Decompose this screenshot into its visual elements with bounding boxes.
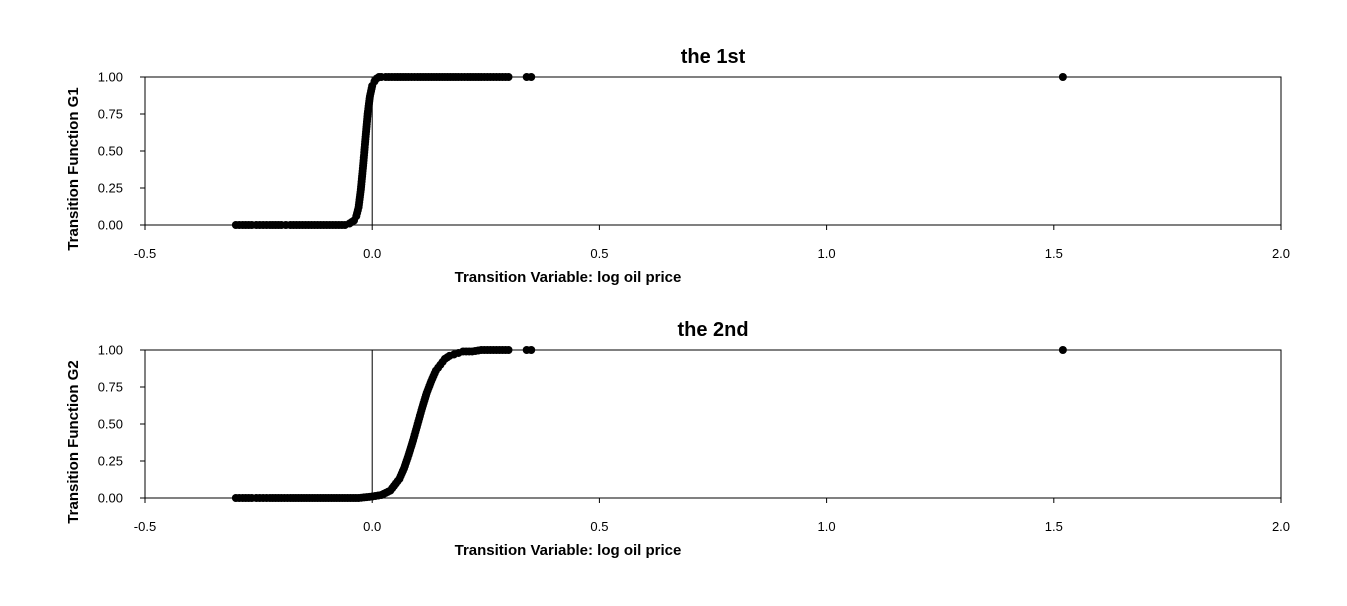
x-axis-label: Transition Variable: log oil price — [455, 269, 682, 286]
x-tick-label: -0.5 — [134, 519, 156, 534]
x-tick-label: 2.0 — [1272, 246, 1290, 261]
y-tick-label: 0.25 — [98, 181, 123, 196]
x-tick-label: 1.5 — [1045, 519, 1063, 534]
x-axis-ticks: -0.5 0.0 0.5 1.0 1.5 2.0 — [134, 225, 1290, 261]
y-axis-ticks: 0.00 0.25 0.50 0.75 1.00 — [98, 70, 145, 233]
y-tick-label: 0.25 — [98, 454, 123, 469]
chart-title: the 1st — [681, 46, 746, 68]
x-tick-label: 1.0 — [818, 246, 836, 261]
y-tick-label: 0.00 — [98, 491, 123, 506]
plot-area-frame — [144, 76, 1282, 226]
data-point — [504, 73, 513, 81]
x-tick-label: 1.5 — [1045, 246, 1063, 261]
data-point — [1058, 346, 1067, 354]
y-axis-label: Transition Function G2 — [65, 360, 82, 523]
y-tick-label: 1.00 — [98, 70, 123, 85]
x-tick-label: 0.0 — [363, 519, 381, 534]
x-tick-label: -0.5 — [134, 246, 156, 261]
y-axis-ticks: 0.00 0.25 0.50 0.75 1.00 — [98, 343, 145, 506]
x-tick-label: 2.0 — [1272, 519, 1290, 534]
data-point — [1058, 73, 1067, 81]
data-points — [231, 73, 1067, 229]
plot-area-frame — [144, 349, 1282, 499]
data-points — [231, 346, 1067, 502]
x-tick-label: 0.0 — [363, 246, 381, 261]
y-tick-label: 0.75 — [98, 107, 123, 122]
x-axis-label: Transition Variable: log oil price — [455, 542, 682, 559]
chart-title: the 2nd — [677, 319, 748, 341]
y-tick-label: 0.50 — [98, 144, 123, 159]
chart-panel-2: the 2nd 0.00 0.25 0.50 0.75 1.00 -0.5 0.0 0.5 1… — [65, 319, 1290, 559]
y-axis-label: Transition Function G1 — [65, 87, 82, 250]
x-axis-ticks: -0.5 0.0 0.5 1.0 1.5 2.0 — [134, 498, 1290, 534]
data-point — [527, 73, 536, 81]
x-tick-label: 0.5 — [590, 519, 608, 534]
x-tick-label: 1.0 — [818, 519, 836, 534]
data-point — [527, 346, 536, 354]
y-tick-label: 0.00 — [98, 218, 123, 233]
y-tick-label: 1.00 — [98, 343, 123, 358]
x-tick-label: 0.5 — [590, 246, 608, 261]
y-tick-label: 0.50 — [98, 417, 123, 432]
data-point — [504, 346, 513, 354]
y-tick-label: 0.75 — [98, 380, 123, 395]
chart-panel-1: the 1st 0.00 0.25 0.50 0.75 1.00 -0.5 0.0 0.5 1… — [65, 46, 1290, 286]
